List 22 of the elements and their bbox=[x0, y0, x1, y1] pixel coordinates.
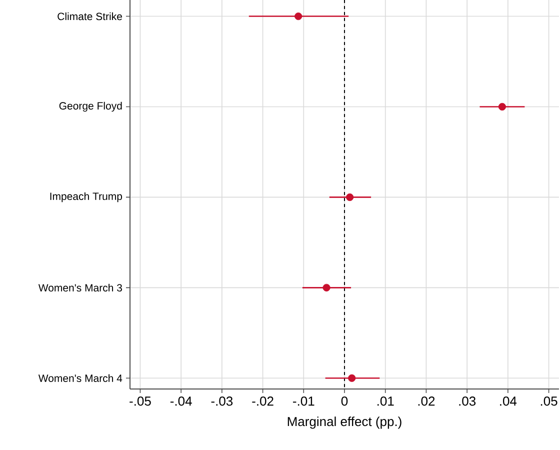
point bbox=[346, 193, 354, 202]
x-axis-title: Marginal effect (pp.) bbox=[288, 416, 402, 429]
x-tick-label: -.05 bbox=[130, 396, 151, 406]
point bbox=[294, 12, 302, 20]
x-tick-label: .05 bbox=[540, 396, 558, 406]
y-tick-label: Climate Strike bbox=[58, 12, 122, 20]
x-tick-label: .04 bbox=[500, 396, 517, 406]
x-tick-label: -.04 bbox=[170, 396, 192, 406]
x-tick-label: -.02 bbox=[252, 396, 274, 406]
point bbox=[498, 102, 506, 111]
x-tick-label: .03 bbox=[459, 396, 476, 406]
y-tick-label: George Floyd bbox=[59, 102, 122, 112]
x-tick-label: -.03 bbox=[211, 396, 233, 406]
x-tick-label: -.01 bbox=[293, 396, 314, 406]
point bbox=[322, 284, 330, 292]
point bbox=[348, 374, 356, 382]
x-tick-label: .02 bbox=[418, 396, 435, 406]
y-tick-label: Women's March 4 bbox=[38, 374, 122, 382]
x-tick-label: 0 bbox=[341, 396, 348, 406]
y-tick-label: Impeach Trump bbox=[50, 192, 122, 202]
x-tick-label: .01 bbox=[378, 396, 394, 406]
y-tick-label: Women's March 3 bbox=[38, 284, 122, 292]
